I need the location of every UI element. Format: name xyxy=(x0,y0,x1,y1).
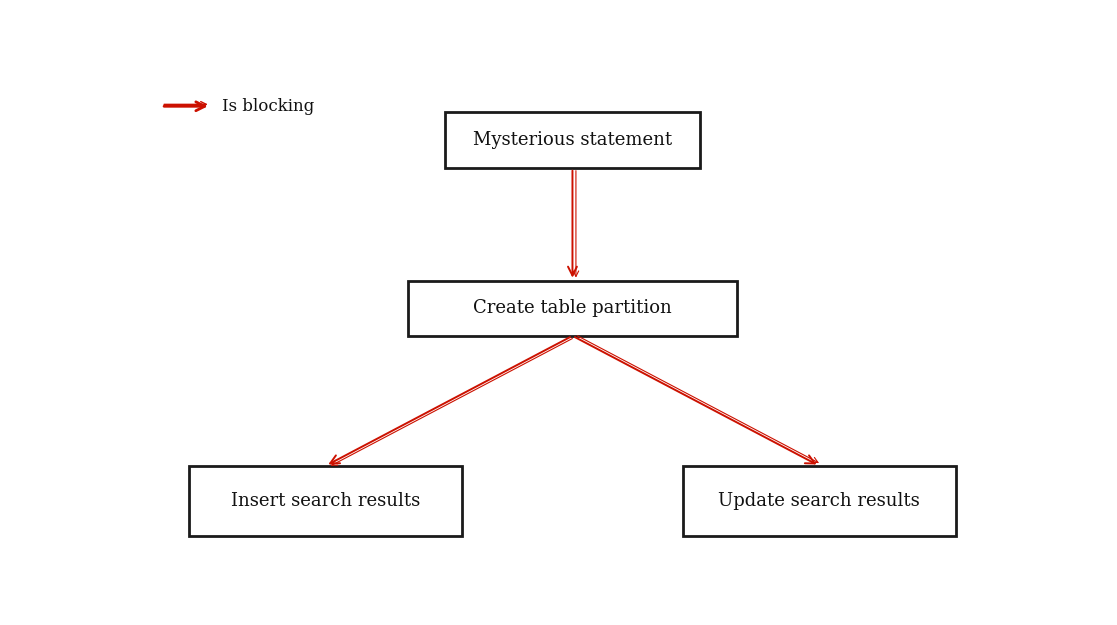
Text: Insert search results: Insert search results xyxy=(231,492,420,510)
Text: Create table partition: Create table partition xyxy=(474,299,671,318)
Text: Update search results: Update search results xyxy=(718,492,920,510)
FancyBboxPatch shape xyxy=(682,466,955,536)
FancyBboxPatch shape xyxy=(445,112,700,168)
Text: Mysterious statement: Mysterious statement xyxy=(472,131,672,149)
Text: Is blocking: Is blocking xyxy=(222,98,314,115)
FancyBboxPatch shape xyxy=(408,281,737,336)
FancyBboxPatch shape xyxy=(190,466,462,536)
